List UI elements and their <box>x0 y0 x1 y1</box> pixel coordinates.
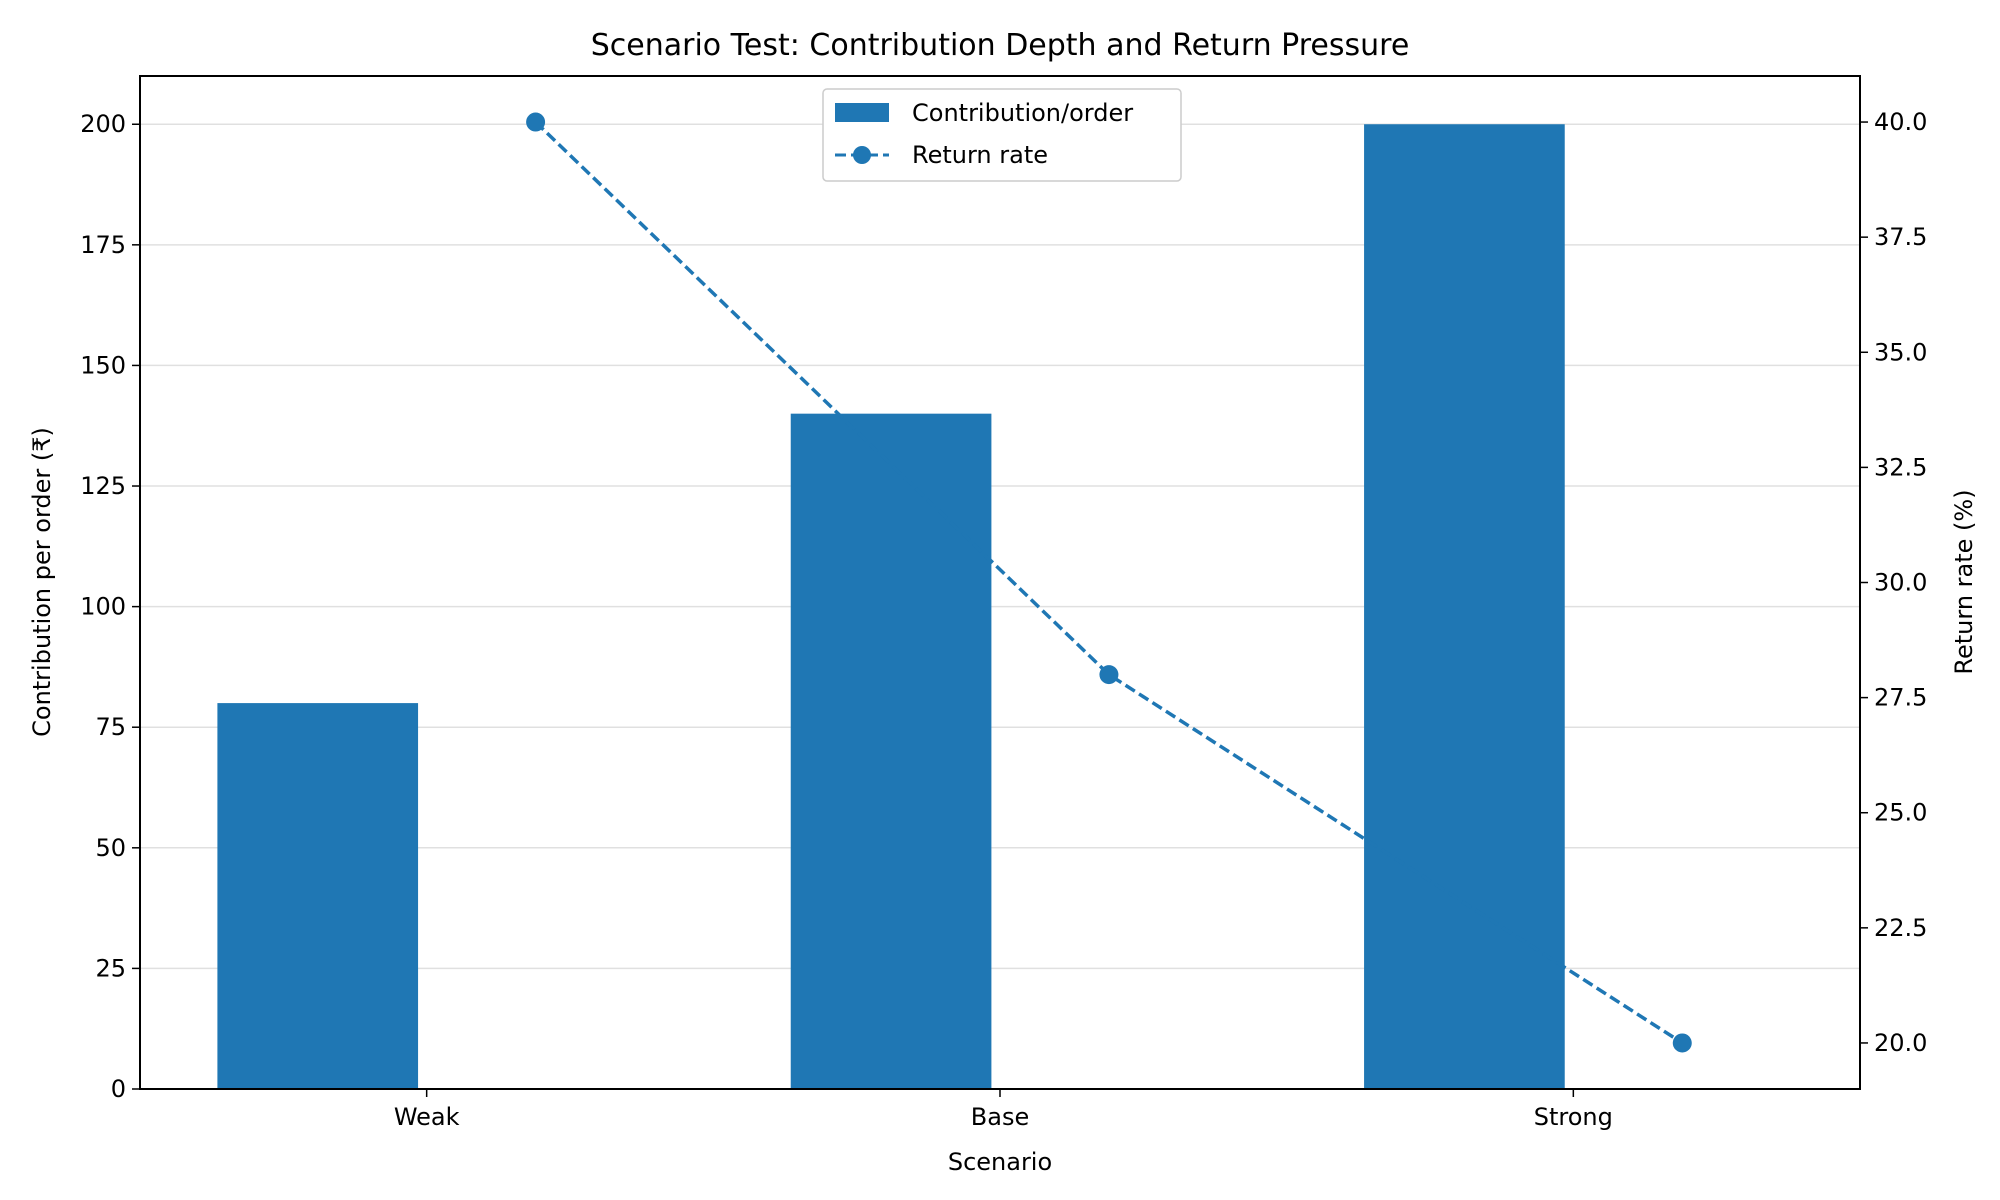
legend: Contribution/order Return rate <box>822 88 1182 182</box>
return-rate-line <box>534 120 1684 1045</box>
right-tick-label: 32.5 <box>1874 453 1927 481</box>
right-tick-label: 37.5 <box>1874 223 1927 251</box>
bars <box>217 124 1565 1090</box>
x-tick-label-base: Base <box>971 1103 1029 1131</box>
left-tick-label: 0 <box>111 1075 126 1103</box>
left-tick-label: 75 <box>95 713 126 741</box>
left-tick-label: 50 <box>95 834 126 862</box>
bar-base <box>790 413 992 1090</box>
right-tick-label: 30.0 <box>1874 569 1927 597</box>
x-axis-title: Scenario <box>948 1148 1052 1176</box>
bar-weak <box>217 703 419 1089</box>
left-tick-label: 200 <box>80 110 126 138</box>
left-axis-title: Contribution per order (₹) <box>28 427 56 737</box>
right-axis-ticks: 20.0 22.5 25.0 27.5 30.0 32.5 35.0 37.5 40.0 <box>1860 108 1927 1057</box>
return-rate-point-strong <box>1672 1033 1692 1053</box>
return-rate-point-weak <box>526 112 546 132</box>
x-axis-ticks: Weak Base Strong <box>394 1089 1613 1131</box>
left-tick-label: 25 <box>95 954 126 982</box>
x-tick-label-weak: Weak <box>394 1103 460 1131</box>
chart-title: Scenario Test: Contribution Depth and Re… <box>591 28 1410 63</box>
right-tick-label: 25.0 <box>1874 799 1927 827</box>
return-rate-point-base <box>1099 665 1119 685</box>
return-rate-series <box>526 112 1692 1053</box>
left-tick-label: 125 <box>80 472 126 500</box>
left-tick-label: 150 <box>80 351 126 379</box>
left-axis-ticks: 0 25 50 75 100 125 150 175 200 <box>80 110 140 1103</box>
left-tick-label: 175 <box>80 231 126 259</box>
left-tick-label: 100 <box>80 593 126 621</box>
legend-swatch-bar <box>835 103 889 122</box>
bar-strong <box>1364 124 1565 1089</box>
legend-swatch-marker <box>853 146 871 164</box>
x-tick-label-strong: Strong <box>1534 1103 1613 1131</box>
right-tick-label: 27.5 <box>1874 684 1927 712</box>
right-axis-title: Return rate (%) <box>1950 489 1978 674</box>
right-tick-label: 22.5 <box>1874 914 1927 942</box>
right-tick-label: 20.0 <box>1874 1029 1927 1057</box>
right-tick-label: 40.0 <box>1874 108 1927 136</box>
legend-label-line: Return rate <box>912 141 1048 169</box>
right-tick-label: 35.0 <box>1874 338 1927 366</box>
legend-label-bar: Contribution/order <box>912 99 1133 127</box>
legend-box <box>822 88 1182 182</box>
